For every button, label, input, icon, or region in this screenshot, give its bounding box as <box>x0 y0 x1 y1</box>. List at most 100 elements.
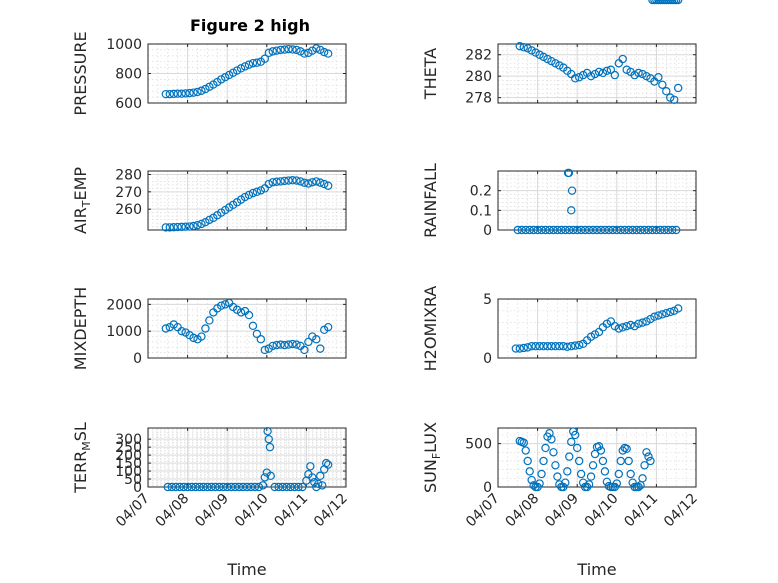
data-point <box>169 223 178 232</box>
data-point <box>306 462 315 471</box>
data-point <box>280 176 289 186</box>
y-axis-label: AIRTEMP <box>71 167 93 234</box>
data-point <box>541 443 550 453</box>
data-point <box>244 60 254 69</box>
data-point <box>197 219 206 229</box>
data-point <box>248 58 258 68</box>
data-point <box>185 88 194 98</box>
data-point <box>165 223 174 232</box>
data-point <box>634 482 643 492</box>
data-point <box>270 482 279 492</box>
y-tick-label: 200 <box>115 448 142 464</box>
data-point <box>304 337 313 347</box>
data-point <box>278 482 287 492</box>
data-point <box>314 479 323 489</box>
data-point <box>662 308 671 318</box>
data-point <box>545 225 554 235</box>
data-point <box>248 321 258 331</box>
y-tick-label: 800 <box>115 67 142 83</box>
data-point <box>616 456 625 466</box>
data-point <box>640 225 649 235</box>
data-point <box>246 482 256 492</box>
data-point <box>567 206 576 215</box>
data-point <box>574 340 584 350</box>
data-point <box>189 221 198 231</box>
x-tick-label: 04/08 <box>503 491 543 531</box>
data-point <box>634 319 643 328</box>
data-point <box>571 74 580 83</box>
x-tick-label: 04/09 <box>192 491 232 531</box>
data-point <box>596 225 606 235</box>
y-axis-label: PRESSURE <box>71 31 90 115</box>
data-point <box>234 482 244 492</box>
data-point <box>323 181 333 190</box>
data-point <box>600 225 610 235</box>
y-tick-label: 260 <box>115 202 142 218</box>
data-point <box>567 186 577 195</box>
data-point <box>181 222 190 231</box>
data-point <box>571 430 580 440</box>
data-point <box>260 473 270 482</box>
data-point <box>642 448 651 457</box>
data-point <box>551 59 560 68</box>
data-point <box>222 482 232 492</box>
data-point <box>252 58 262 67</box>
data-point <box>205 215 214 225</box>
data-point <box>594 67 604 77</box>
data-point <box>541 225 550 235</box>
data-point <box>191 482 200 492</box>
data-point <box>511 344 521 353</box>
y-axis-label: TERRMSL <box>71 422 93 494</box>
y-tick-label: 600 <box>115 96 142 112</box>
data-point <box>557 225 566 235</box>
y-tick-label: 5 <box>483 292 492 308</box>
data-point <box>658 80 667 89</box>
y-tick-label: 2000 <box>106 297 142 313</box>
data-point <box>527 475 536 485</box>
data-point <box>614 324 623 333</box>
y-axis-label: SUNFLUX <box>421 422 443 493</box>
x-tick-label: 04/08 <box>153 491 193 531</box>
data-point <box>636 225 645 235</box>
data-point <box>533 225 542 235</box>
data-point <box>563 467 572 476</box>
x-tick-label: 04/12 <box>311 491 351 531</box>
y-tick-label: 282 <box>465 48 492 64</box>
data-point <box>263 426 272 436</box>
data-point <box>584 225 594 235</box>
data-point <box>197 332 206 341</box>
data-point <box>272 177 281 186</box>
data-point <box>217 301 226 310</box>
data-point <box>260 345 270 355</box>
data-point <box>578 70 588 80</box>
data-point <box>626 469 635 479</box>
y-tick-label: 0.1 <box>470 203 492 219</box>
data-point <box>673 83 683 93</box>
data-point <box>195 482 204 492</box>
data-point <box>197 86 206 95</box>
data-point <box>236 64 246 73</box>
data-point <box>628 225 637 235</box>
data-point <box>292 45 301 55</box>
data-point <box>193 87 202 97</box>
data-point <box>264 434 273 444</box>
data-point <box>563 342 572 351</box>
data-point <box>268 47 277 56</box>
data-point <box>226 482 236 492</box>
data-point <box>300 345 309 355</box>
data-point <box>539 52 548 62</box>
data-point <box>320 47 329 57</box>
data-point <box>316 178 325 187</box>
data-point <box>189 88 198 97</box>
data-point <box>551 461 560 470</box>
data-point <box>244 190 254 200</box>
data-point <box>650 312 659 321</box>
axes-box <box>497 427 697 488</box>
data-point <box>553 472 562 481</box>
data-point <box>545 429 554 438</box>
data-point <box>668 225 677 235</box>
data-point <box>535 479 544 488</box>
data-point <box>618 54 627 64</box>
data-point <box>602 66 612 76</box>
